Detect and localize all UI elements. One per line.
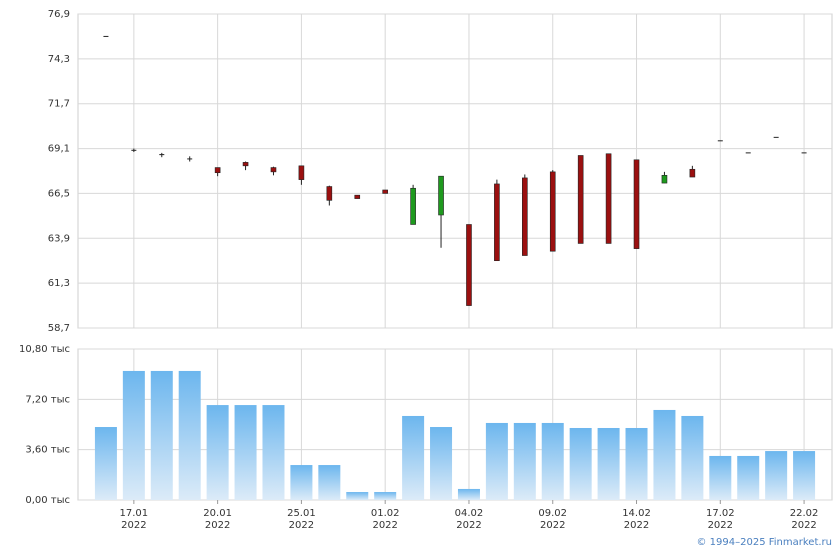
footer: © 1994–2025 Finmarket.ru xyxy=(696,537,832,548)
volume-bar xyxy=(150,370,173,500)
volume-bar xyxy=(737,455,760,500)
volume-bar xyxy=(681,415,704,500)
volume-bar xyxy=(346,492,369,500)
candle-body xyxy=(633,159,640,249)
x-tick-label: 20.01 xyxy=(203,508,232,519)
volume-bar xyxy=(262,405,285,500)
candle-body xyxy=(661,175,668,184)
volume-bar xyxy=(206,405,229,500)
volume-bar xyxy=(485,422,508,500)
y-tick-label: 71,7 xyxy=(48,99,70,110)
y-tick-label: 74,3 xyxy=(48,54,70,65)
candle-body xyxy=(382,189,388,194)
candle-body xyxy=(605,153,612,244)
x-tick-year: 2022 xyxy=(624,520,649,531)
x-tick-year: 2022 xyxy=(289,520,314,531)
volume-bar xyxy=(625,427,648,500)
x-tick-year: 2022 xyxy=(540,520,565,531)
x-tick-label: 25.01 xyxy=(287,508,316,519)
plot-frame xyxy=(77,13,833,329)
y-tick-label: 76,9 xyxy=(48,9,70,20)
y-tick-label: 7,20 тыс xyxy=(25,394,70,405)
volume-bar xyxy=(513,422,536,500)
volume-bar xyxy=(234,405,257,500)
x-tick-year: 2022 xyxy=(205,520,230,531)
x-tick-label: 01.02 xyxy=(371,508,400,519)
x-tick-label: 22.02 xyxy=(790,508,819,519)
y-tick-label: 66,5 xyxy=(48,188,70,199)
candle-body xyxy=(410,187,416,225)
volume-bar xyxy=(569,427,592,500)
volume-bar xyxy=(541,422,564,500)
volume-bar xyxy=(765,451,788,500)
volume-bar xyxy=(402,415,425,500)
candle-body xyxy=(577,155,584,244)
x-tick-label: 04.02 xyxy=(455,508,484,519)
volume-bar xyxy=(709,455,732,500)
candle-body xyxy=(354,194,361,199)
candle-body xyxy=(242,162,249,167)
candle-body xyxy=(270,167,277,173)
y-tick-label: 3,60 тыс xyxy=(25,445,70,456)
volume-bar xyxy=(653,409,676,500)
y-tick-label: 63,9 xyxy=(48,233,70,244)
y-tick-label: 58,7 xyxy=(48,323,70,334)
y-tick-label: 0,00 тыс xyxy=(25,495,70,506)
y-tick-label: 69,1 xyxy=(48,144,70,155)
volume-bar xyxy=(457,488,480,500)
x-tick-year: 2022 xyxy=(456,520,481,531)
candle-body xyxy=(549,171,556,252)
x-tick-label: 17.02 xyxy=(706,508,735,519)
volume-bar xyxy=(122,370,145,500)
candle-body xyxy=(466,224,472,306)
volume-bar xyxy=(430,427,453,500)
x-tick-year: 2022 xyxy=(121,520,146,531)
volume-bar xyxy=(94,427,117,500)
x-tick-label: 14.02 xyxy=(622,508,651,519)
volume-bar xyxy=(597,427,620,500)
candle-body xyxy=(689,168,696,178)
candle-body xyxy=(214,167,221,174)
x-tick-year: 2022 xyxy=(791,520,816,531)
volume-bar xyxy=(318,465,341,500)
candle-body xyxy=(326,186,333,201)
y-tick-label: 61,3 xyxy=(48,278,70,289)
x-tick-label: 17.01 xyxy=(120,508,149,519)
candle-body xyxy=(522,177,528,256)
x-tick-year: 2022 xyxy=(372,520,397,531)
volume-bar xyxy=(290,465,313,500)
candle-body xyxy=(494,183,500,262)
x-tick-label: 09.02 xyxy=(538,508,567,519)
volume-bar xyxy=(178,370,201,500)
candle-body xyxy=(298,165,305,180)
y-tick-label: 10,80 тыс xyxy=(19,344,70,355)
candle-body xyxy=(438,175,444,216)
x-tick-year: 2022 xyxy=(708,520,733,531)
volume-bar xyxy=(374,492,397,500)
volume-bar xyxy=(793,451,816,500)
